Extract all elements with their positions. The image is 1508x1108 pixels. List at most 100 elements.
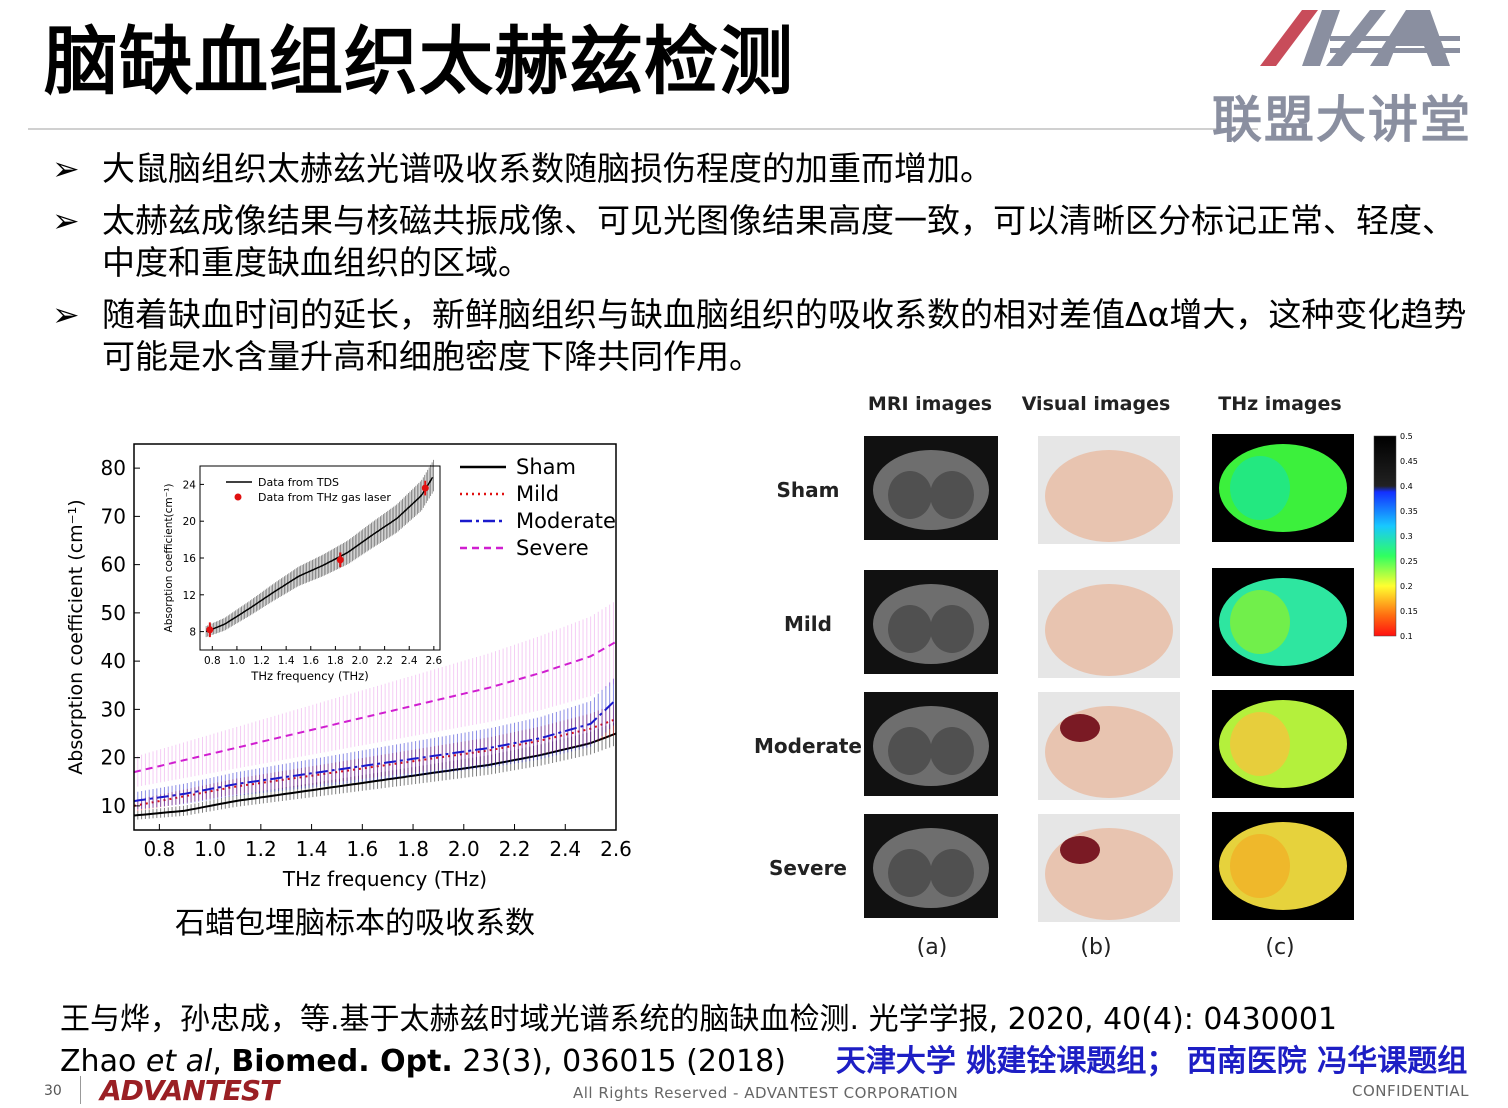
bullet-item: ➢ 随着缺血时间的延长，新鲜脑组织与缺血脑组织的吸收系数的相对差值Δα增大，这种…	[52, 294, 1472, 378]
colorbar-tick-label: 0.1	[1400, 632, 1413, 641]
legend-label: Sham	[516, 455, 576, 479]
mri-hemisphere	[930, 471, 974, 519]
ref2-rest: 23(3), 036015 (2018)	[452, 1044, 786, 1079]
page-number: 30	[44, 1083, 62, 1099]
inset-y-tick-label: 24	[183, 479, 197, 491]
rights-text: All Rights Reserved - ADVANTEST CORPORAT…	[573, 1084, 959, 1102]
panel-label: (c)	[1265, 935, 1294, 960]
inset-x-tick-label: 2.6	[425, 655, 442, 667]
laser-point	[421, 484, 429, 492]
ref2-groups: 天津大学 姚建铨课题组； 西南医院 冯华课题组	[835, 1044, 1468, 1079]
ref2-journal: Biomed. Opt.	[231, 1044, 453, 1079]
brain-image-figure: MRI images Visual images THz images Sham Mil…	[754, 393, 1418, 960]
y-tick-label: 80	[101, 456, 126, 480]
mri-hemisphere	[888, 605, 932, 653]
thz-hotspot	[1230, 590, 1290, 654]
colorbar-tick-label: 0.2	[1400, 582, 1413, 591]
inset-y-tick-label: 16	[183, 553, 197, 565]
x-tick-label: 0.8	[143, 837, 175, 861]
inset-x-label: THz frequency (THz)	[250, 669, 368, 683]
panel-label: (b)	[1080, 935, 1111, 960]
y-tick-label: 60	[101, 553, 126, 577]
colorbar-tick-label: 0.25	[1400, 557, 1418, 566]
panel-label: (a)	[917, 935, 948, 960]
row-label: Severe	[769, 856, 847, 880]
mri-image	[864, 436, 998, 540]
column-header: THz images	[1218, 393, 1341, 415]
thz-hotspot	[1230, 712, 1290, 776]
visual-lesion	[1060, 714, 1100, 742]
inset-x-tick-label: 2.0	[352, 655, 369, 667]
visual-image	[1038, 814, 1180, 922]
inset-x-tick-label: 0.8	[204, 655, 221, 667]
mri-hemisphere	[888, 849, 932, 897]
series-line	[133, 732, 617, 817]
arrow-bullet-icon: ➢	[52, 201, 80, 240]
colorbar-scale	[1373, 435, 1397, 637]
page-title: 脑缺血组织太赫兹检测	[44, 19, 794, 105]
mri-hemisphere	[930, 727, 974, 775]
x-tick-label: 2.0	[448, 837, 480, 861]
inset-x-tick-label: 1.6	[302, 655, 319, 667]
visual-brain	[1045, 450, 1173, 542]
mri-image	[864, 814, 998, 918]
row-label: Mild	[784, 612, 832, 636]
inset-x-tick-label: 1.8	[327, 655, 344, 667]
inset-legend-label: Data from TDS	[258, 476, 339, 489]
mri-hemisphere	[888, 471, 932, 519]
thz-image	[1212, 690, 1354, 798]
reference-2: Zhao et al, Biomed. Opt. 23(3), 036015 (…	[60, 1036, 1467, 1080]
colorbar-tick-label: 0.45	[1400, 457, 1418, 466]
colorbar-tick-label: 0.4	[1400, 482, 1413, 491]
x-tick-label: 1.8	[397, 837, 429, 861]
alliance-logo	[1260, 10, 1460, 66]
colorbar-tick-label: 0.5	[1400, 432, 1413, 441]
mri-hemisphere	[930, 605, 974, 653]
x-tick-label: 1.4	[296, 837, 328, 861]
inset-x-tick-label: 1.4	[278, 655, 295, 667]
y-tick-label: 70	[101, 504, 126, 528]
legend-label: Moderate	[516, 509, 616, 533]
bullet-text: 太赫兹成像结果与核磁共振成像、可见光图像结果高度一致，可以清晰区分标记正常、轻度…	[102, 201, 1455, 282]
series-severe	[133, 602, 617, 788]
reference-1: 王与烨，孙忠成，等.基于太赫兹时域光谱系统的脑缺血检测. 光学学报, 2020,…	[60, 1002, 1338, 1037]
column-header: MRI images	[868, 393, 992, 415]
bullet-list: ➢ 大鼠脑组织太赫兹光谱吸收系数随脑损伤程度的加重而增加。 ➢ 太赫兹成像结果与…	[52, 148, 1472, 388]
bullet-item: ➢ 太赫兹成像结果与核磁共振成像、可见光图像结果高度一致，可以清晰区分标记正常、…	[52, 200, 1472, 284]
legend-label: Mild	[516, 482, 559, 506]
colorbar-tick-label: 0.35	[1400, 507, 1418, 516]
visual-image	[1038, 692, 1180, 800]
visual-image	[1038, 436, 1180, 544]
advantest-logo: ADVANTEST	[100, 1074, 279, 1107]
inset-legend-label: Data from THz gas laser	[258, 491, 391, 504]
chart-caption: 石蜡包埋脑标本的吸收系数	[175, 906, 535, 941]
x-tick-label: 1.2	[245, 837, 277, 861]
laser-point	[206, 626, 214, 634]
thz-hotspot	[1230, 834, 1290, 898]
series-line	[205, 476, 434, 633]
x-axis-label: THz frequency (THz)	[282, 867, 487, 891]
ref2-etal: et al	[145, 1044, 213, 1079]
inset-y-label: Absorption coefficient(cm⁻¹)	[163, 484, 175, 633]
mri-hemisphere	[888, 727, 932, 775]
column-header: Visual images	[1022, 393, 1171, 415]
inset-y-tick-label: 8	[189, 627, 196, 639]
plot-frame	[133, 443, 617, 831]
mri-image	[864, 570, 998, 674]
y-tick-label: 30	[101, 697, 126, 721]
inset-x-tick-label: 1.2	[253, 655, 270, 667]
visual-brain	[1045, 584, 1173, 676]
inset-series-tds	[205, 459, 435, 638]
ref2-comma: ,	[212, 1044, 232, 1079]
inset-x-tick-label: 2.4	[401, 655, 418, 667]
mri-hemisphere	[930, 849, 974, 897]
thz-image	[1212, 434, 1354, 542]
series-moderate	[133, 678, 617, 810]
arrow-bullet-icon: ➢	[52, 295, 80, 334]
footer-divider	[80, 1076, 81, 1104]
laser-point	[336, 556, 344, 564]
x-tick-label: 1.6	[346, 837, 378, 861]
y-tick-label: 10	[101, 794, 126, 818]
logo-text: 联盟大讲堂	[1212, 91, 1472, 149]
visual-lesion	[1060, 836, 1100, 864]
